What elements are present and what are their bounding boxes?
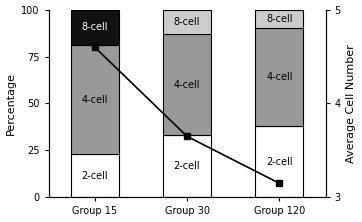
Text: 4-cell: 4-cell [81, 95, 108, 105]
Text: 2-cell: 2-cell [81, 171, 108, 181]
Bar [256, 10, 303, 28]
Bar [256, 28, 303, 126]
Bar [71, 45, 119, 154]
Text: 2-cell: 2-cell [266, 157, 293, 167]
Y-axis label: Percentage: Percentage [5, 72, 16, 135]
Text: 8-cell: 8-cell [266, 14, 293, 24]
Bar [71, 154, 119, 197]
Text: 4-cell: 4-cell [266, 72, 293, 82]
Bar [163, 34, 211, 135]
Bar [71, 10, 119, 45]
Text: 2-cell: 2-cell [174, 161, 201, 171]
Y-axis label: Average Cell Number: Average Cell Number [346, 44, 357, 163]
Bar [163, 135, 211, 197]
Bar [256, 126, 303, 197]
Text: 4-cell: 4-cell [174, 80, 200, 90]
Text: 8-cell: 8-cell [81, 22, 108, 32]
Text: 8-cell: 8-cell [174, 17, 200, 27]
Bar [163, 10, 211, 34]
